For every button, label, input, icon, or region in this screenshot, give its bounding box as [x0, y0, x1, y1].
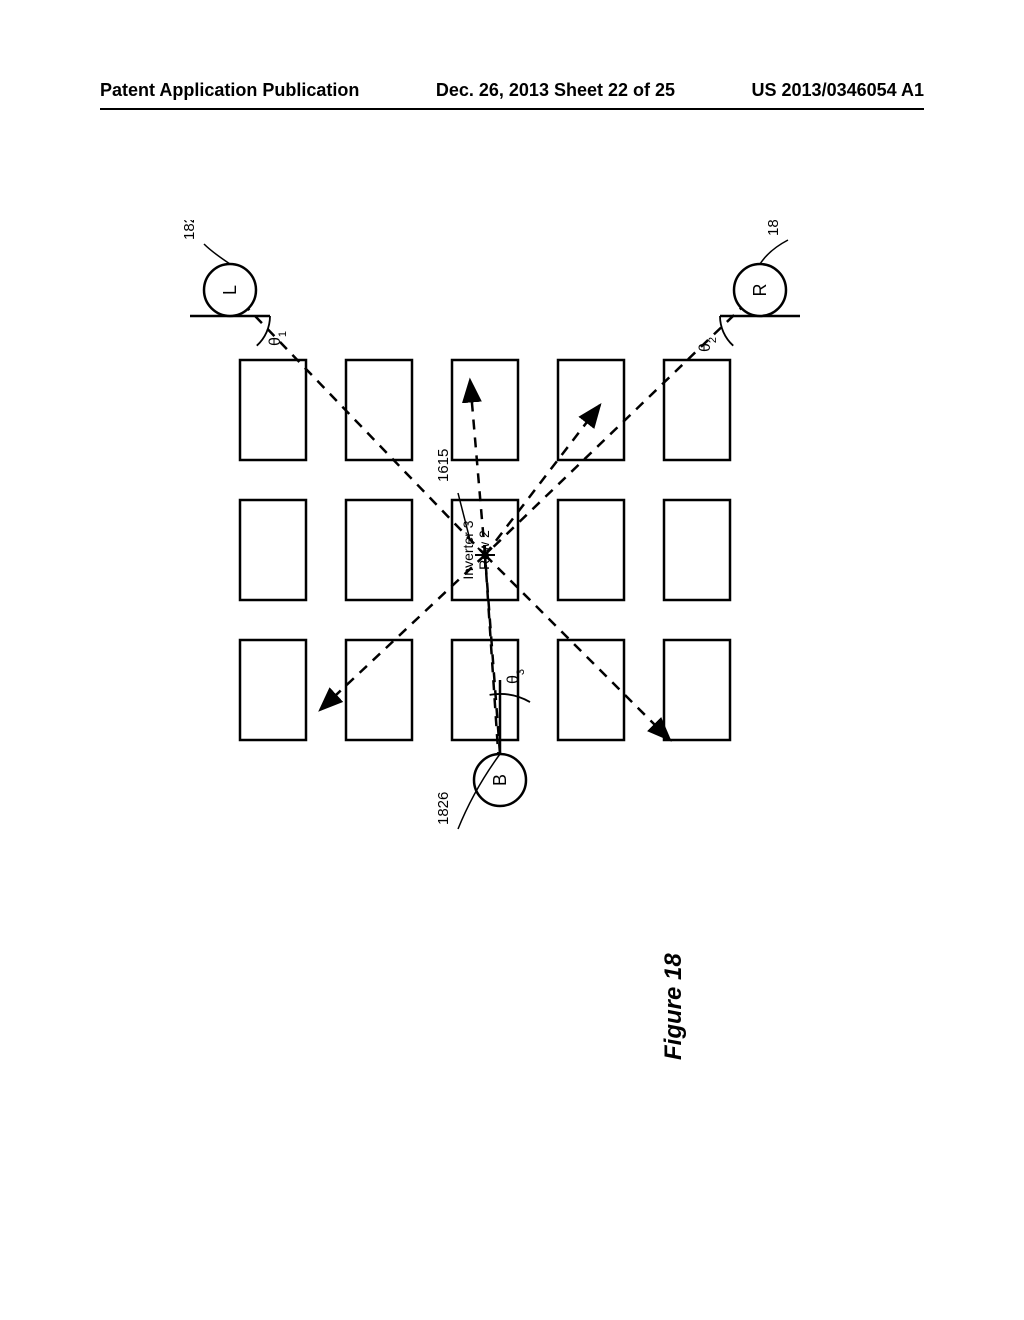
header-rule: [100, 108, 924, 110]
ray-arrow: [485, 555, 670, 740]
source-ref: 1822: [181, 220, 198, 240]
header-center: Dec. 26, 2013 Sheet 22 of 25: [436, 80, 675, 101]
grid-cell: [664, 360, 730, 460]
angle-label: θ2: [697, 337, 719, 352]
source-label: L: [220, 285, 240, 295]
source-label: R: [750, 284, 770, 297]
grid-cell: [452, 640, 518, 740]
grid-cell: [452, 360, 518, 460]
ref-1615: 1615: [435, 449, 452, 482]
grid-cell: [346, 360, 412, 460]
grid-cell: [558, 500, 624, 600]
grid-cell: [240, 500, 306, 600]
figure-caption: Figure 18: [660, 953, 688, 1060]
source-ref-leader: [760, 240, 788, 264]
grid-cell: [240, 640, 306, 740]
source-ref: 1824: [765, 220, 782, 236]
figure-18: Inverter 3Row 21615L1822θ1R1824θ2B1826θ3…: [170, 220, 810, 980]
grid-cell: [240, 360, 306, 460]
figure-svg: Inverter 3Row 21615L1822θ1R1824θ2B1826θ3: [170, 220, 810, 980]
grid-cell: [664, 500, 730, 600]
grid-cell: [664, 640, 730, 740]
angle-label: θ3: [505, 669, 527, 684]
ray-line: [485, 290, 760, 555]
source-label: B: [490, 774, 510, 786]
grid-cell: [558, 640, 624, 740]
grid-cell: [346, 500, 412, 600]
header: Patent Application Publication Dec. 26, …: [0, 80, 1024, 101]
ray-line: [485, 555, 500, 754]
ray-arrow: [485, 405, 600, 555]
header-right: US 2013/0346054 A1: [752, 80, 924, 101]
grid-cell: [558, 360, 624, 460]
header-left: Patent Application Publication: [100, 80, 359, 101]
page: Patent Application Publication Dec. 26, …: [0, 0, 1024, 1320]
source-ref-leader: [204, 244, 230, 264]
source-ref: 1826: [435, 792, 452, 825]
